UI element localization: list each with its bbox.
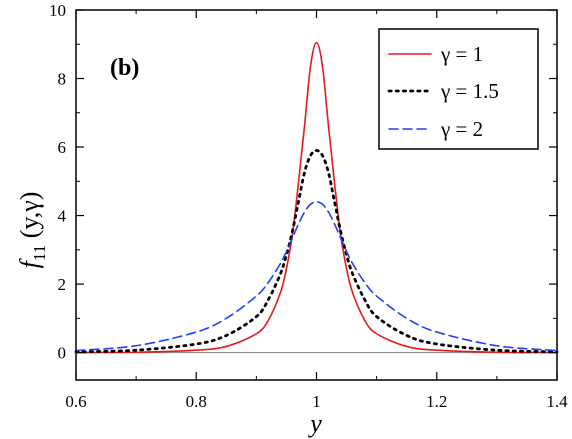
y-tick-label: 4 [58, 207, 67, 226]
series-layer [74, 41, 559, 354]
legend-label-gamma-1-5: γ = 1.5 [440, 79, 499, 103]
x-axis-label: y [307, 409, 322, 438]
legend-label-gamma-2: γ = 2 [440, 117, 483, 141]
y-axis-label-main: f [15, 257, 44, 268]
x-tick-label: 0.6 [65, 392, 86, 411]
y-axis-label-args: (y,γ) [15, 192, 44, 245]
series-line-1-5 [74, 149, 559, 354]
series-line-2 [75, 201, 558, 352]
panel-label: (b) [110, 55, 139, 81]
ticks-layer: 0.6 0.8 1 1.2 1.4 0 2 4 6 8 10 [49, 1, 568, 411]
y-tick-label: 8 [58, 70, 67, 89]
x-tick-label: 1.2 [426, 392, 447, 411]
y-axis-label-subscript: 11 [30, 245, 49, 261]
x-tick-label: 1 [312, 392, 321, 411]
y-tick-label: 0 [58, 344, 67, 363]
y-tick-label: 6 [58, 138, 67, 157]
y-tick-label: 2 [58, 275, 67, 294]
x-tick-label: 0.8 [186, 392, 207, 411]
legend: γ = 1 γ = 1.5 γ = 2 [378, 28, 539, 150]
series-line-1 [75, 41, 558, 354]
legend-label-gamma-1: γ = 1 [440, 42, 483, 66]
y-axis-label: f11 (y,γ) [15, 192, 49, 269]
x-tick-label: 1.4 [546, 392, 568, 411]
y-tick-label: 10 [49, 1, 66, 20]
